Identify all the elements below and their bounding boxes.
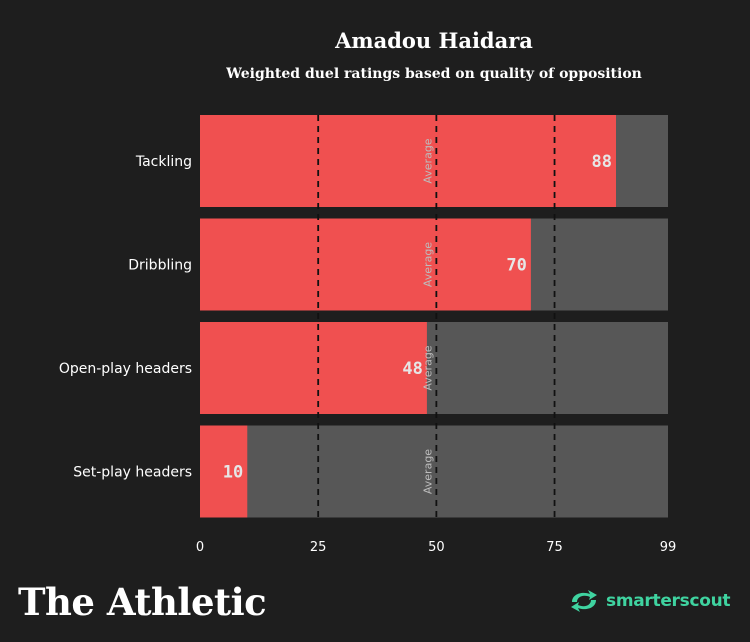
x-tick-label: 75 xyxy=(546,540,563,555)
bar-set-play-headers xyxy=(200,425,248,518)
bar-tackling xyxy=(200,115,616,207)
bar-track xyxy=(200,425,668,518)
smarterscout-suffix: scout xyxy=(679,591,731,611)
average-label: Average xyxy=(421,242,434,287)
average-label: Average xyxy=(421,345,434,390)
category-label: Set-play headers xyxy=(73,465,192,481)
value-label: 48 xyxy=(402,359,422,379)
category-label: Open-play headers xyxy=(59,361,192,377)
duel-ratings-chart: Tackling Dribbling Open-play headers Set-pl… xyxy=(59,115,677,555)
the-athletic-logo: The Athletic xyxy=(18,580,267,624)
chart-title: Amadou Haidara xyxy=(335,28,533,53)
x-tick-label: 0 xyxy=(196,540,204,555)
average-label: Average xyxy=(421,138,434,183)
category-label: Dribbling xyxy=(128,258,192,274)
smarterscout-logo: smarterscout xyxy=(568,588,731,614)
value-label: 70 xyxy=(506,256,526,276)
category-label: Tackling xyxy=(135,154,192,170)
bar-open-play-headers xyxy=(200,322,427,414)
smarterscout-wordmark: smarterscout xyxy=(606,591,731,611)
average-label: Average xyxy=(421,449,434,494)
x-tick-label: 25 xyxy=(310,540,327,555)
value-label: 88 xyxy=(592,152,612,172)
smarterscout-arrows-icon xyxy=(571,590,597,612)
x-tick-label: 50 xyxy=(428,540,445,555)
chart-subtitle: Weighted duel ratings based on quality o… xyxy=(226,66,642,82)
x-tick-label: 99 xyxy=(660,540,677,555)
bar-dribbling xyxy=(200,218,531,311)
smarterscout-prefix: smarter xyxy=(606,591,680,611)
value-label: 10 xyxy=(223,463,243,483)
